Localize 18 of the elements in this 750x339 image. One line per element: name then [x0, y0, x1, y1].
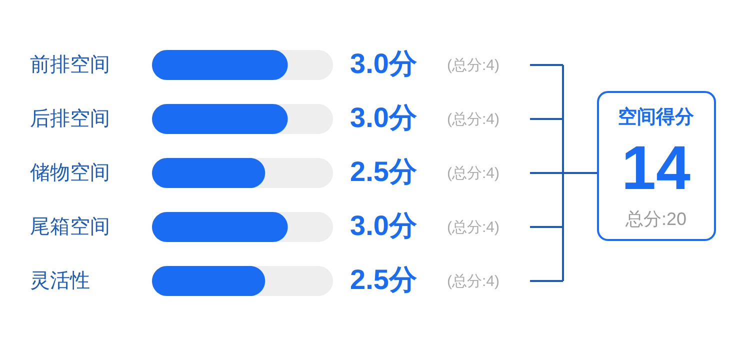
data-label: 2.5分 [350, 156, 418, 187]
text: 空间得分 [618, 106, 695, 128]
text: (总分:4) [447, 57, 500, 74]
y-tick-label: 储物空间 [30, 162, 110, 184]
y-tick-label: 灵活性 [30, 270, 90, 292]
data-label: 3.0分 [350, 210, 418, 241]
text: (总分:4) [447, 111, 500, 128]
text: 总分:20 [624, 209, 687, 229]
y-tick-label: 后排空间 [30, 108, 110, 130]
text: (总分:4) [447, 165, 500, 182]
text: 14 [622, 134, 691, 203]
text: (总分:4) [447, 273, 500, 290]
text: (总分:4) [447, 219, 500, 236]
data-label: 3.0分 [350, 48, 418, 79]
data-label: 3.0分 [350, 102, 418, 133]
y-tick-label: 尾箱空间 [30, 216, 110, 238]
data-label: 2.5分 [350, 264, 418, 295]
y-tick-label: 前排空间 [30, 54, 110, 76]
